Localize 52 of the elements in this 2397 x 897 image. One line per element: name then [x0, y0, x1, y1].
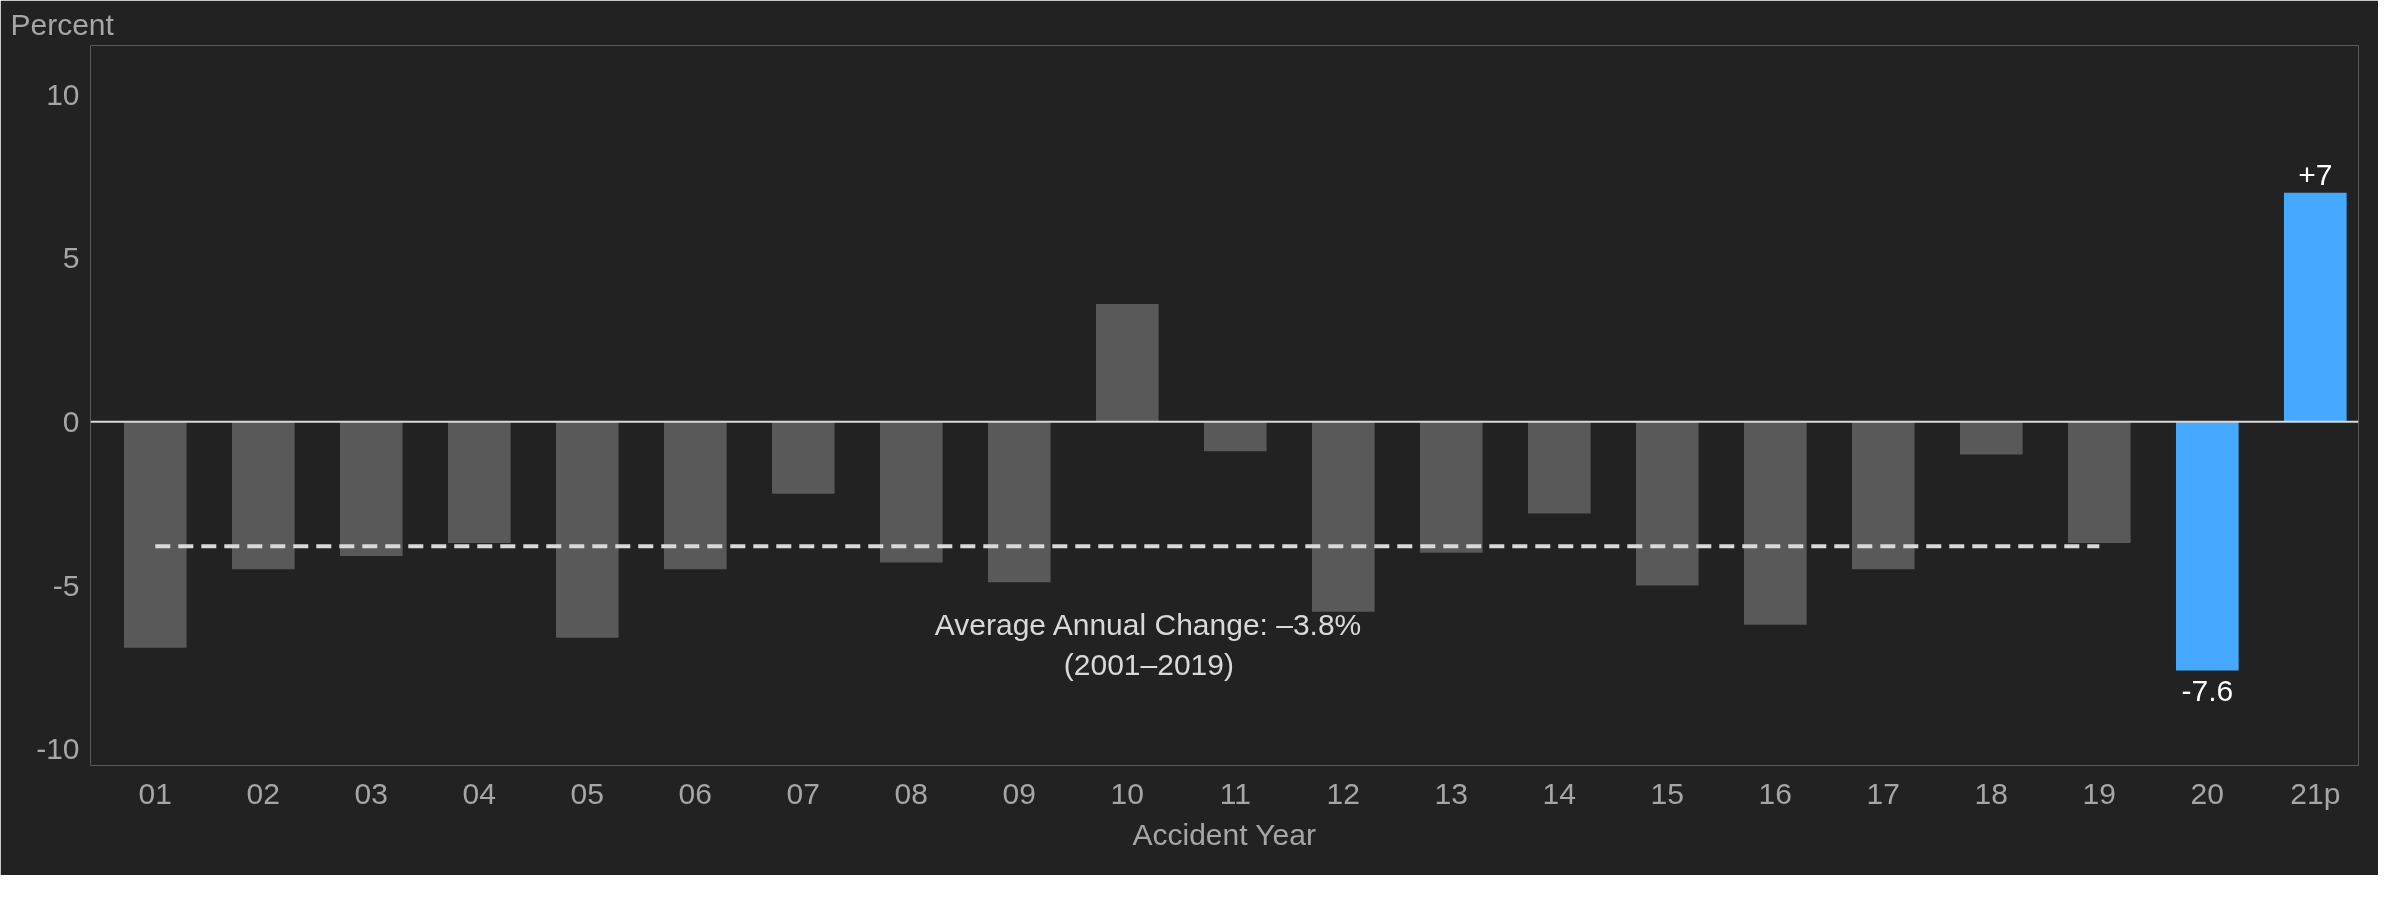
bar	[1419, 421, 1483, 553]
bar	[2283, 192, 2347, 422]
x-tick-label: 11	[1219, 776, 1251, 810]
x-tick-label: 02	[246, 776, 280, 810]
x-tick-label: 13	[1434, 776, 1468, 810]
x-tick-label: 21p	[2290, 776, 2341, 810]
x-tick-label: 08	[894, 776, 928, 810]
y-tick-label: 10	[46, 77, 80, 111]
bar	[2175, 421, 2239, 671]
x-tick-label: 10	[1110, 776, 1144, 810]
bar	[123, 421, 187, 648]
bar	[231, 421, 295, 570]
bar	[1743, 421, 1807, 625]
x-axis-title: Accident Year	[1132, 817, 1316, 851]
bar	[1527, 421, 1591, 514]
bar	[447, 421, 511, 543]
y-axis-title: Percent	[10, 7, 115, 41]
bar	[1851, 421, 1915, 570]
x-tick-label: 01	[138, 776, 172, 810]
bar	[987, 421, 1051, 583]
x-tick-label: 20	[2190, 776, 2224, 810]
data-label: +7	[2298, 157, 2333, 191]
bar	[339, 421, 403, 557]
bar	[771, 421, 835, 494]
x-tick-label: 15	[1650, 776, 1684, 810]
x-tick-label: 06	[678, 776, 712, 810]
bar	[663, 421, 727, 570]
x-tick-label: 05	[570, 776, 604, 810]
x-tick-label: 09	[1002, 776, 1036, 810]
x-tick-label: 14	[1542, 776, 1576, 810]
bar	[1095, 304, 1159, 422]
x-tick-label: 03	[354, 776, 388, 810]
y-tick-label: -10	[36, 732, 80, 766]
annotation: Average Annual Change: –3.8% (2001–2019)	[934, 608, 1362, 681]
x-tick-label: 19	[2082, 776, 2116, 810]
data-label: -7.6	[2181, 673, 2234, 707]
x-tick-label: 16	[1758, 776, 1792, 810]
x-tick-label: 07	[786, 776, 820, 810]
bar	[555, 421, 619, 638]
y-tick-label: 5	[62, 241, 80, 275]
y-tick-label: -5	[52, 568, 80, 602]
y-tick-label: 0	[62, 404, 80, 438]
x-tick-label: 12	[1326, 776, 1360, 810]
x-tick-label: 18	[1974, 776, 2008, 810]
x-tick-label: 17	[1866, 776, 1900, 810]
x-tick-label: 04	[462, 776, 496, 810]
bar	[1311, 421, 1375, 612]
bar	[879, 421, 943, 563]
bar	[2067, 421, 2131, 543]
bar	[1959, 421, 2023, 455]
bar	[1635, 421, 1699, 586]
bar	[1203, 421, 1267, 452]
